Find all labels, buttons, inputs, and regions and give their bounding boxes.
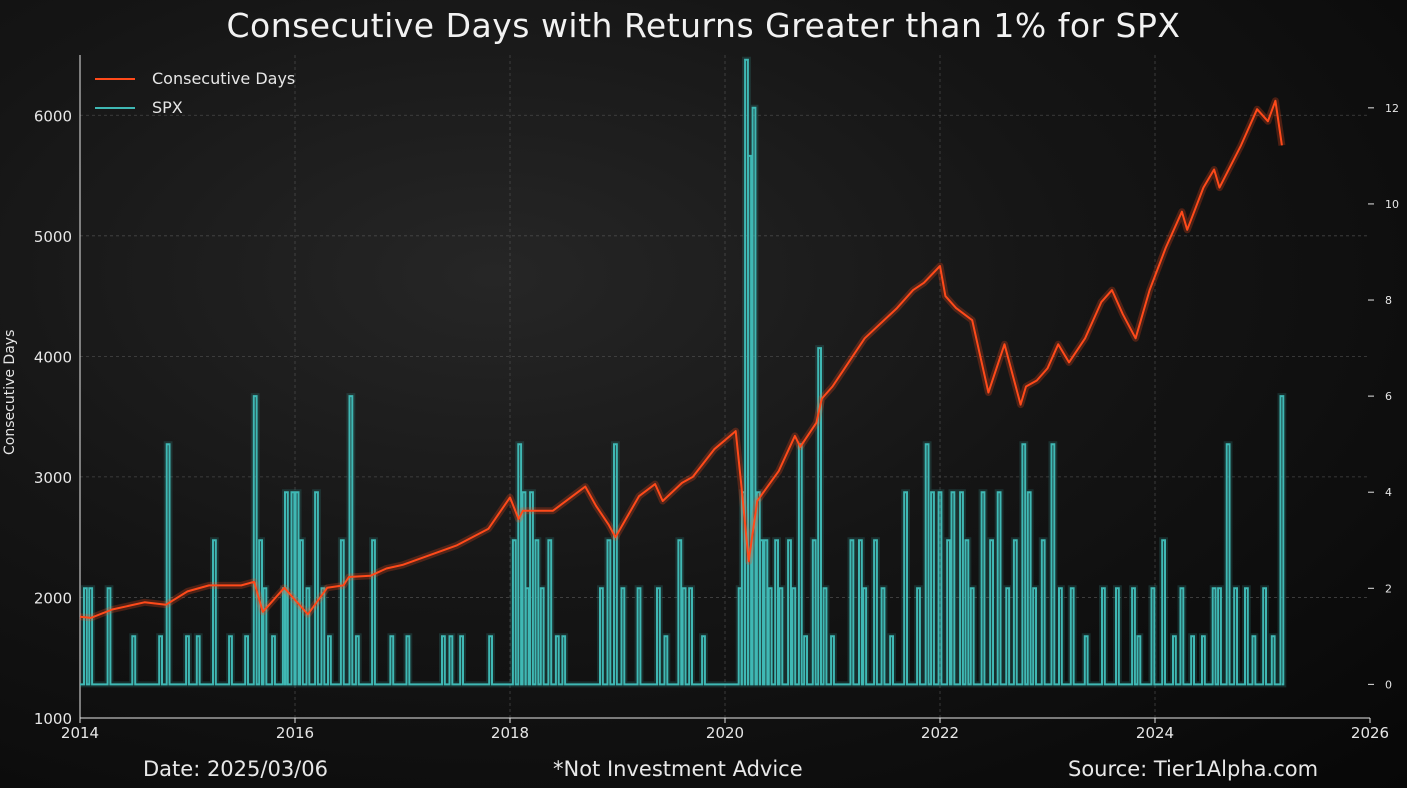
x-tick-label: 2022 <box>921 724 959 742</box>
y-tick-label: 6000 <box>34 107 72 125</box>
legend: Consecutive Days SPX <box>95 64 295 122</box>
legend-label: SPX <box>152 98 183 117</box>
footer-date: Date: 2025/03/06 <box>143 757 328 781</box>
x-tick-label: 2026 <box>1351 724 1389 742</box>
legend-swatch-teal <box>95 106 135 109</box>
consecutive-days-series <box>79 97 1286 622</box>
x-tick-label: 2016 <box>276 724 314 742</box>
y-axis-label: Consecutive Days <box>2 329 18 455</box>
y-tick-label: 3000 <box>34 469 72 487</box>
y-tick-label: 2000 <box>34 589 72 607</box>
chart-title: Consecutive Days with Returns Greater th… <box>226 6 1181 45</box>
consecutive-days-line <box>79 99 1283 619</box>
y2-tick-label: 8 <box>1385 294 1392 307</box>
footer-source: Source: Tier1Alpha.com <box>1068 757 1319 781</box>
y-tick-label: 4000 <box>34 348 72 366</box>
legend-item-spx: SPX <box>95 93 295 122</box>
y2-tick-label: 2 <box>1385 582 1392 595</box>
legend-item-consecutive-days: Consecutive Days <box>95 64 295 93</box>
legend-swatch-orange <box>95 77 135 80</box>
x-tick-label: 2014 <box>61 724 99 742</box>
y2-tick-label: 4 <box>1385 486 1392 499</box>
y2-tick-label: 6 <box>1385 390 1392 403</box>
y2-tick-label: 0 <box>1385 678 1392 691</box>
spx-series <box>80 56 1287 688</box>
tick-labels: 1000 2000 3000 4000 5000 6000 0 2 4 6 8 10 12 2014 201… <box>34 102 1399 742</box>
x-tick-label: 2020 <box>706 724 744 742</box>
legend-label: Consecutive Days <box>152 69 296 88</box>
y-tick-label: 5000 <box>34 228 72 246</box>
grid-lines <box>80 55 1370 718</box>
spx-line <box>80 58 1285 686</box>
footer-disclaimer: *Not Investment Advice <box>553 757 803 781</box>
y-tick-label: 1000 <box>34 710 72 728</box>
x-tick-label: 2024 <box>1136 724 1174 742</box>
axes <box>79 55 1374 723</box>
y2-tick-label: 12 <box>1385 102 1399 115</box>
y2-tick-label: 10 <box>1385 198 1399 211</box>
x-tick-label: 2018 <box>491 724 529 742</box>
